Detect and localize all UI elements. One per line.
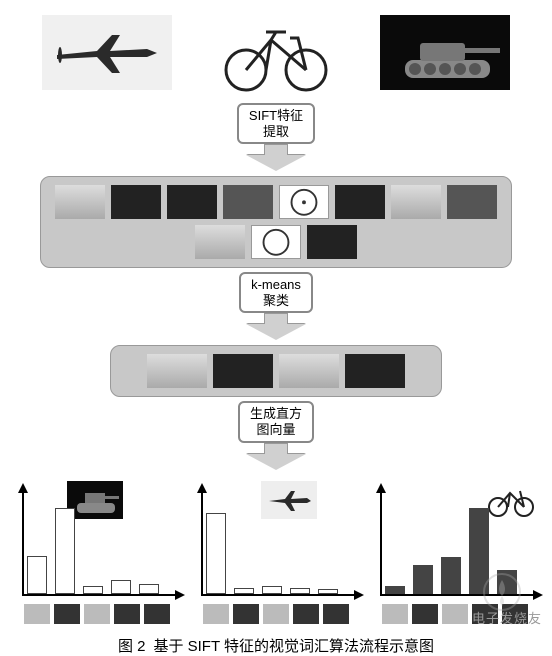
- histograms-row: [0, 474, 552, 629]
- patch: [447, 185, 497, 219]
- patch: [195, 225, 245, 259]
- watermark-text: 电子发烧友: [472, 608, 542, 627]
- patch: [279, 185, 329, 219]
- arrow-step3: 生成直方 图向量: [0, 401, 552, 470]
- arrow-step2-label: k-means 聚类: [239, 272, 313, 313]
- input-image-tank: [380, 15, 510, 90]
- bars: [27, 499, 159, 594]
- patch: [391, 185, 441, 219]
- arrow-down-icon: [246, 443, 306, 471]
- arrow-down-icon: [246, 144, 306, 172]
- bar: [206, 513, 226, 594]
- y-axis: [22, 491, 24, 596]
- y-axis: [201, 491, 203, 596]
- bar: [290, 588, 310, 594]
- arrow-down-icon: [246, 313, 306, 341]
- input-image-bicycle: [216, 10, 336, 95]
- figure-caption: 图 2 基于 SIFT 特征的视觉词汇算法流程示意图: [0, 629, 552, 656]
- patch: [111, 185, 161, 219]
- patch: [223, 185, 273, 219]
- bar: [413, 565, 433, 594]
- visual-words-panel: [110, 345, 442, 397]
- arrow-step2-line1: k-means: [251, 277, 301, 293]
- bar: [111, 580, 131, 593]
- bar: [262, 586, 282, 594]
- arrow-step3-label: 生成直方 图向量: [238, 401, 314, 442]
- bar: [385, 586, 405, 594]
- figure-text: 基于 SIFT 特征的视觉词汇算法流程示意图: [153, 635, 434, 656]
- watermark-icon: [482, 572, 522, 612]
- arrow-step3-line1: 生成直方: [250, 406, 302, 422]
- x-axis: [22, 594, 177, 596]
- x-axis: [201, 594, 356, 596]
- bar: [27, 556, 47, 594]
- input-images-row: [0, 0, 552, 100]
- arrow-step2-line2: 聚类: [251, 293, 301, 309]
- patch: [55, 185, 105, 219]
- feature-patches-panel: [40, 176, 512, 268]
- visual-word: [345, 354, 405, 388]
- figure-label: 图 2: [118, 635, 146, 656]
- arrow-step1-label: SIFT特征 提取: [237, 103, 315, 144]
- arrow-step1-line1: SIFT特征: [249, 108, 303, 124]
- bar: [139, 584, 159, 594]
- patch: [335, 185, 385, 219]
- bar: [441, 557, 461, 593]
- bar: [234, 588, 254, 594]
- bar: [55, 508, 75, 594]
- arrow-step2: k-means 聚类: [0, 272, 552, 341]
- patch: [251, 225, 301, 259]
- visual-word: [147, 354, 207, 388]
- histogram-tank: [12, 479, 182, 624]
- arrow-step1: SIFT特征 提取: [0, 103, 552, 172]
- bars: [206, 499, 338, 594]
- x-thumbs: [24, 604, 170, 624]
- visual-word: [213, 354, 273, 388]
- bar: [83, 586, 103, 594]
- x-thumbs: [203, 604, 349, 624]
- arrow-step1-line2: 提取: [249, 124, 303, 140]
- bar: [318, 589, 338, 594]
- visual-word: [279, 354, 339, 388]
- y-axis: [380, 491, 382, 596]
- input-image-airplane: [42, 15, 172, 90]
- patch: [307, 225, 357, 259]
- patch: [167, 185, 217, 219]
- arrow-step3-line2: 图向量: [250, 422, 302, 438]
- histogram-plane: [191, 479, 361, 624]
